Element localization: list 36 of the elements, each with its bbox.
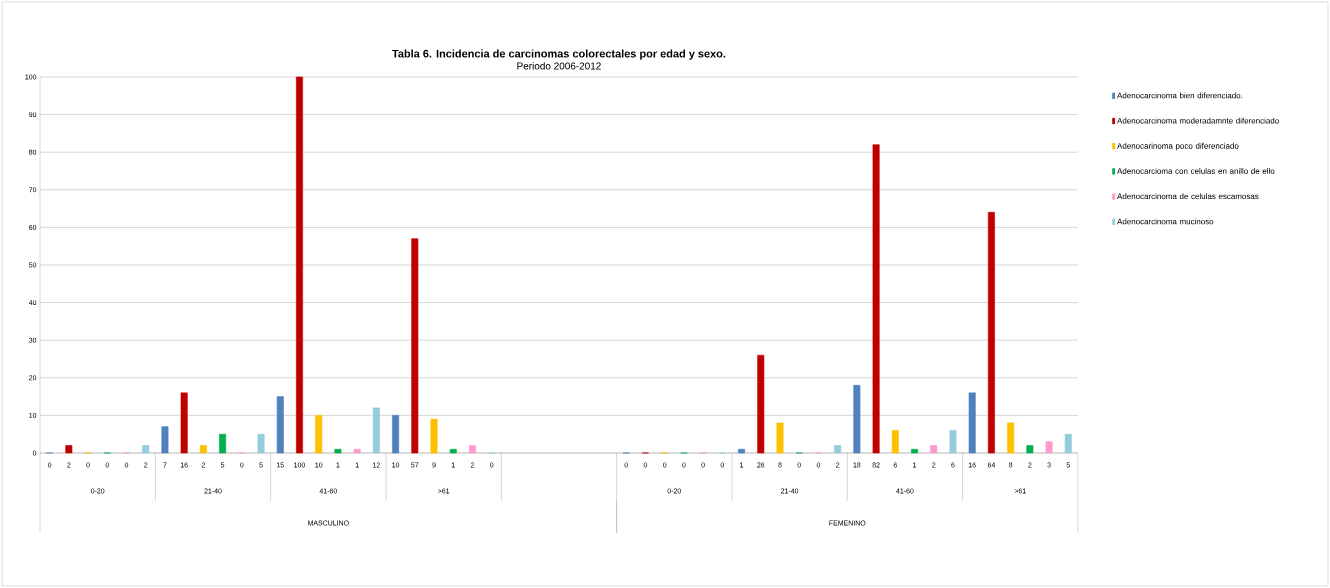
bar xyxy=(392,415,400,454)
bar xyxy=(161,426,169,454)
bar xyxy=(911,448,919,454)
bar xyxy=(987,212,995,454)
chart-subtitle: Periodo 2006-2012 xyxy=(517,62,601,70)
bar xyxy=(334,448,342,454)
bar xyxy=(757,354,765,454)
bar xyxy=(276,396,284,454)
bar xyxy=(738,448,746,454)
bar xyxy=(853,385,861,454)
bar xyxy=(872,144,880,454)
bar xyxy=(219,433,227,454)
chart-title: Tabla 6. Incidencia de carcinomas colorectales por edad y sexo. xyxy=(392,49,726,60)
bar xyxy=(315,415,323,454)
bar xyxy=(1007,422,1015,454)
bar xyxy=(430,418,438,454)
bar xyxy=(353,448,361,454)
bar xyxy=(449,448,457,454)
bar xyxy=(199,445,207,454)
bar xyxy=(180,392,188,454)
bar xyxy=(1064,433,1072,454)
bar xyxy=(65,445,73,454)
bar xyxy=(834,445,842,454)
bar xyxy=(949,430,957,454)
bar xyxy=(372,407,380,454)
bar xyxy=(930,445,938,454)
bar xyxy=(891,430,899,454)
bar xyxy=(469,445,476,454)
bar xyxy=(296,76,303,454)
bar xyxy=(142,445,150,454)
bar xyxy=(257,433,265,454)
bar xyxy=(411,238,419,454)
bar xyxy=(776,422,784,454)
bar xyxy=(1045,441,1053,454)
bar xyxy=(1026,445,1034,454)
bar xyxy=(968,392,976,454)
